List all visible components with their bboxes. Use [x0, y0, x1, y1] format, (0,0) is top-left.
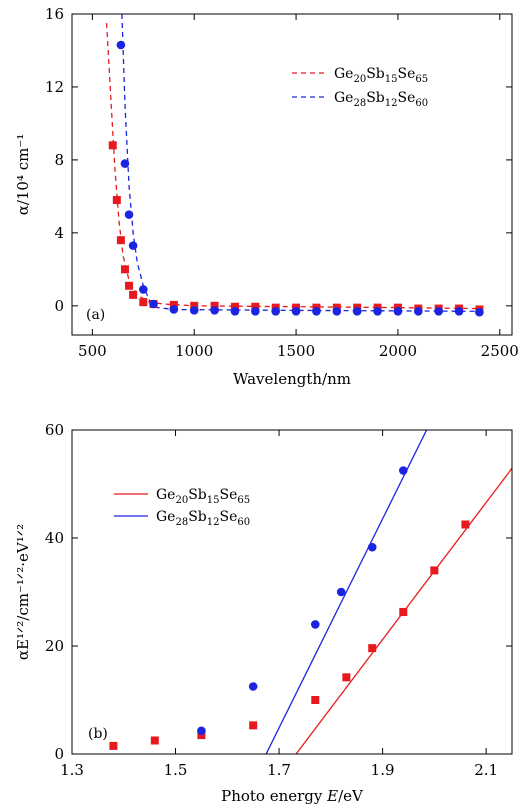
data-point-series-0: [139, 298, 148, 307]
data-point-series-0: [210, 301, 219, 310]
data-point-series-1: [138, 285, 148, 294]
data-point-series-1: [332, 306, 342, 316]
data-point-series-0: [190, 301, 199, 310]
data-point-series-1: [210, 306, 219, 315]
data-point-series-0: [251, 302, 260, 311]
y-tick-label: 40: [45, 529, 64, 547]
data-point-series-0: [197, 731, 206, 740]
data-point-series-0: [169, 300, 178, 309]
panel-b-ticks: 1.3 1.5 1.7 1.9 2.1 0 20 40 60: [45, 421, 512, 779]
panel-a-y-axis-label: α/10⁴ cm⁻¹: [14, 134, 32, 216]
data-point-series-1: [413, 306, 423, 316]
data-point-series-0: [461, 520, 470, 529]
legend-item-ge28: Ge28Sb12Se60: [292, 90, 428, 109]
y-tick-label: 0: [54, 297, 64, 315]
chart-panel-a: 500 1000 1500 2000 2500 0 4 8 12 16 Wavelength/nm…: [14, 5, 519, 388]
legend-item-ge20: Ge20Sb15Se65: [114, 487, 250, 506]
data-point-series-1: [124, 210, 134, 219]
y-tick-label: 12: [45, 78, 64, 96]
fit-line-series-1: [265, 430, 428, 754]
panel-a-x-axis-label: Wavelength/nm: [233, 370, 351, 388]
data-point-series-1: [454, 306, 464, 316]
fit-line-series-1: [121, 14, 480, 312]
data-point-series-0: [150, 736, 159, 745]
data-point-series-1: [149, 299, 158, 309]
panel-a-tag: (a): [86, 307, 105, 323]
data-point-series-0: [249, 721, 258, 730]
fit-line-series-0: [105, 23, 480, 310]
panel-b-legend: Ge20Sb15Se65 Ge28Sb12Se60: [114, 487, 250, 528]
x-tick-label: 1.9: [371, 761, 395, 779]
x-tick-label: 500: [78, 342, 107, 360]
panel-b-x-axis-label: Photo energy E/eV: [221, 787, 364, 805]
panel-a-ticks: 500 1000 1500 2000 2500 0 4 8 12 16: [45, 5, 519, 360]
y-tick-label: 0: [54, 745, 64, 763]
data-point-series-0: [399, 607, 408, 616]
panel-b-plot-frame: [71, 429, 513, 755]
data-point-series-1: [393, 306, 403, 316]
panel-b-y-axis-label: αE¹ᐟ²/cm⁻¹ᐟ²·eV¹ᐟ²: [14, 524, 32, 660]
legend-item-ge20: Ge20Sb15Se65: [292, 66, 428, 85]
chart-panel-b: 1.3 1.5 1.7 1.9 2.1 0 20 40 60 Photo energy E/eV…: [14, 421, 513, 805]
data-point-series-1: [189, 306, 199, 315]
data-point-series-0: [129, 290, 138, 299]
data-point-series-0: [368, 644, 377, 653]
data-point-series-0: [230, 302, 239, 311]
data-point-series-1: [291, 306, 301, 316]
data-point-series-1: [475, 307, 484, 317]
y-tick-label: 16: [45, 5, 64, 23]
data-point-series-0: [108, 141, 117, 150]
data-point-series-1: [398, 466, 408, 475]
y-tick-label: 60: [45, 421, 64, 439]
panel-a-fit-lines: [105, 14, 480, 312]
data-point-series-1: [251, 306, 260, 316]
data-point-series-1: [373, 306, 382, 316]
panel-b-data-points: [109, 466, 470, 750]
data-point-series-1: [434, 306, 443, 316]
legend-label-ge20: Ge20Sb15Se65: [156, 487, 250, 506]
x-tick-label: 1000: [175, 342, 213, 360]
x-tick-label: 2.1: [474, 761, 498, 779]
panel-a-legend: Ge20Sb15Se65 Ge28Sb12Se60: [292, 66, 428, 109]
data-point-series-1: [120, 159, 130, 168]
panel-b-fit-lines: [265, 430, 512, 754]
panel-a-data-points: [108, 40, 484, 317]
data-point-series-0: [112, 196, 121, 205]
data-point-series-0: [311, 696, 320, 704]
y-tick-label: 4: [54, 224, 64, 242]
data-point-series-0: [125, 281, 134, 290]
data-point-series-1: [312, 306, 321, 316]
legend-label-ge28: Ge28Sb12Se60: [334, 90, 428, 109]
x-tick-label: 1.5: [164, 761, 188, 779]
x-tick-label: 1500: [277, 342, 315, 360]
data-point-series-1: [310, 620, 320, 629]
data-point-series-1: [271, 306, 281, 316]
data-point-series-0: [116, 236, 125, 245]
legend-item-ge28: Ge28Sb12Se60: [114, 509, 250, 528]
y-tick-label: 20: [45, 637, 64, 655]
panel-b-tag: (b): [88, 726, 108, 742]
x-tick-label: 2500: [481, 342, 519, 360]
x-tick-label: 1.3: [60, 761, 84, 779]
data-point-series-1: [116, 40, 126, 50]
data-point-series-0: [430, 566, 439, 575]
data-point-series-1: [197, 726, 206, 736]
y-tick-label: 8: [54, 151, 64, 169]
data-point-series-0: [342, 673, 351, 682]
data-point-series-0: [120, 265, 129, 274]
data-point-series-1: [336, 587, 346, 597]
data-point-series-1: [352, 306, 362, 316]
legend-label-ge20: Ge20Sb15Se65: [334, 66, 428, 85]
data-point-series-1: [367, 542, 377, 552]
data-point-series-1: [169, 305, 179, 314]
data-point-series-1: [230, 306, 240, 316]
panel-a-plot-frame: [71, 13, 513, 336]
data-point-series-0: [109, 741, 118, 750]
legend-label-ge28: Ge28Sb12Se60: [156, 509, 250, 528]
data-point-series-1: [128, 241, 138, 250]
x-tick-label: 1.7: [267, 761, 291, 779]
x-tick-label: 2000: [379, 342, 417, 360]
data-point-series-1: [248, 682, 258, 691]
